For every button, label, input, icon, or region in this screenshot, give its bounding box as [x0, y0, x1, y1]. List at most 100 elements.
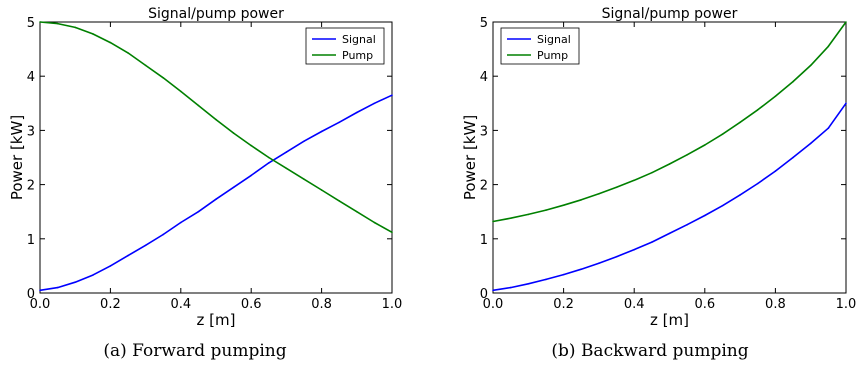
data-point-signal — [162, 233, 164, 236]
data-point-pump — [845, 21, 847, 23]
plot-area — [492, 21, 847, 294]
data-point-signal — [109, 265, 112, 267]
figure-caption: (b) Backward pumping — [551, 341, 748, 361]
data-point-pump — [197, 104, 200, 107]
data-point-signal — [74, 281, 76, 283]
y-axis-label: Power [kW] — [8, 115, 26, 200]
data-point-signal — [215, 198, 217, 201]
data-point-pump — [320, 189, 323, 191]
data-point-pump — [509, 217, 512, 220]
data-point-pump — [215, 118, 217, 121]
y-tick-label: 4 — [27, 70, 35, 85]
chart-panel-1: Signal/pump power 0.0 0.2 0.4 0.6 0.8 1.0 0 1 2 3 4… — [461, 6, 856, 361]
data-point-signal — [580, 268, 583, 270]
data-point-pump — [492, 220, 494, 223]
y-tick-label: 1 — [27, 233, 35, 248]
y-tick-label: 3 — [27, 124, 35, 139]
data-point-signal — [756, 182, 759, 185]
data-point-signal — [509, 286, 512, 289]
x-tick-label: 0.4 — [170, 297, 191, 312]
data-point-signal — [668, 232, 671, 235]
data-point-pump — [721, 133, 724, 135]
chart-title: Signal/pump power — [148, 6, 284, 22]
plot-area — [39, 21, 393, 294]
x-tick-label: 1.0 — [382, 297, 403, 312]
data-point-pump — [109, 41, 112, 44]
data-point-signal — [545, 278, 547, 281]
data-point-pump — [268, 156, 270, 159]
data-point-signal — [774, 170, 777, 172]
legend-label-pump: Pump — [342, 49, 373, 62]
data-point-signal — [704, 214, 706, 217]
data-point-pump — [74, 26, 76, 29]
data-point-signal — [739, 194, 741, 196]
data-point-signal — [356, 111, 358, 114]
data-point-pump — [633, 179, 635, 182]
data-point-pump — [303, 178, 305, 180]
y-tick-label: 2 — [27, 179, 35, 194]
x-tick-label: 0.0 — [30, 297, 51, 312]
data-point-signal — [127, 254, 129, 257]
data-point-pump — [92, 33, 94, 35]
data-point-pump — [651, 171, 653, 174]
data-point-pump — [127, 52, 129, 54]
data-point-pump — [562, 204, 565, 206]
data-point-signal — [651, 241, 653, 243]
x-tick-label: 0.6 — [694, 297, 715, 312]
legend — [500, 27, 580, 65]
y-tick-label: 5 — [480, 16, 488, 31]
data-point-pump — [792, 80, 794, 83]
data-point-pump — [827, 45, 830, 48]
data-point-pump — [356, 210, 358, 213]
legend — [305, 27, 385, 65]
data-point-pump — [391, 231, 393, 234]
data-point-pump — [580, 198, 583, 201]
data-point-signal — [303, 140, 305, 143]
y-tick-label: 1 — [480, 233, 488, 248]
x-tick-label: 0.8 — [765, 297, 786, 312]
data-point-signal — [598, 262, 600, 264]
data-point-signal — [527, 282, 530, 285]
x-tick-label: 0.2 — [553, 297, 574, 312]
data-point-pump — [545, 209, 547, 211]
legend-label-pump: Pump — [537, 49, 568, 62]
data-point-signal — [686, 223, 688, 226]
data-point-pump — [250, 144, 252, 147]
data-point-pump — [809, 64, 812, 67]
data-point-pump — [39, 21, 41, 23]
data-point-signal — [39, 289, 41, 292]
chart-panel-0: Signal/pump power 0.0 0.2 0.4 0.6 0.8 1.0 0 1 2 3 4… — [8, 6, 402, 361]
data-point-signal — [338, 121, 341, 124]
data-point-pump — [668, 163, 671, 165]
data-point-signal — [180, 221, 182, 224]
data-point-signal — [285, 151, 288, 153]
data-point-pump — [615, 186, 618, 189]
x-axis-label: z [m] — [650, 311, 689, 329]
x-tick-label: 0.4 — [624, 297, 645, 312]
data-point-pump — [338, 200, 341, 202]
data-point-signal — [197, 210, 200, 213]
x-axis-label: z [m] — [197, 311, 236, 329]
y-tick-label: 3 — [480, 124, 488, 139]
data-point-pump — [232, 132, 235, 134]
data-point-signal — [809, 142, 812, 145]
data-point-pump — [144, 64, 147, 67]
y-axis-label: Power [kW] — [461, 115, 479, 200]
data-point-pump — [373, 221, 376, 224]
x-tick-label: 0.2 — [100, 297, 121, 312]
data-point-signal — [320, 130, 323, 133]
data-point-signal — [391, 94, 393, 96]
data-point-pump — [162, 77, 164, 79]
x-tick-label: 0.0 — [483, 297, 504, 312]
data-point-signal — [56, 286, 59, 289]
y-tick-label: 0 — [27, 287, 35, 302]
data-point-signal — [373, 102, 376, 105]
y-tick-label: 4 — [480, 70, 488, 85]
data-point-signal — [92, 274, 94, 276]
data-point-pump — [756, 109, 759, 111]
x-tick-label: 0.6 — [241, 297, 262, 312]
data-point-signal — [721, 204, 724, 207]
data-point-pump — [56, 22, 59, 25]
data-point-pump — [704, 144, 706, 146]
